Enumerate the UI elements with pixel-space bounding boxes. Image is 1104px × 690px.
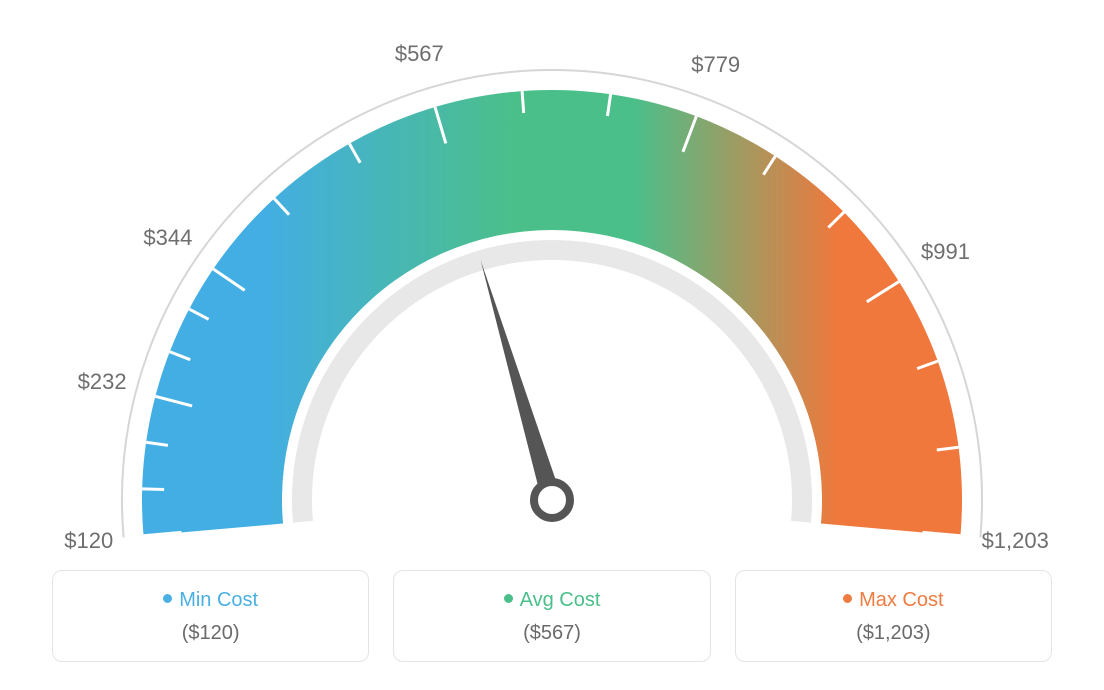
- gauge-tick-label: $779: [691, 52, 740, 78]
- legend-card-min: Min Cost ($120): [52, 570, 369, 662]
- cost-gauge-container: $120 $232 $344 $567 $779 $991 $1,203 Min Cost …: [0, 0, 1104, 690]
- gauge-area: $120 $232 $344 $567 $779 $991 $1,203: [0, 0, 1104, 560]
- gauge-tick-label: $567: [395, 41, 444, 67]
- legend-card-avg: Avg Cost ($567): [393, 570, 710, 662]
- gauge-tick-label: $1,203: [982, 528, 1049, 554]
- legend-value-avg: ($567): [404, 622, 699, 645]
- legend-value-min: ($120): [63, 622, 358, 645]
- legend-title-min: Min Cost: [63, 589, 358, 612]
- legend-value-max: ($1,203): [746, 622, 1041, 645]
- gauge-tick-label: $232: [78, 369, 127, 395]
- legend-card-max: Max Cost ($1,203): [735, 570, 1052, 662]
- legend-title-avg-text: Avg Cost: [520, 589, 601, 611]
- dot-icon: [504, 594, 513, 603]
- legend-title-avg: Avg Cost: [404, 589, 699, 612]
- legend-title-max: Max Cost: [746, 589, 1041, 612]
- dot-icon: [843, 594, 852, 603]
- gauge-tick-label: $120: [64, 528, 113, 554]
- legend-title-max-text: Max Cost: [859, 589, 943, 611]
- legend-row: Min Cost ($120) Avg Cost ($567) Max Cost…: [52, 570, 1052, 662]
- gauge-svg: [0, 0, 1104, 560]
- gauge-tick-label: $991: [921, 239, 970, 265]
- legend-title-min-text: Min Cost: [179, 589, 258, 611]
- gauge-tick-label: $344: [143, 225, 192, 251]
- dot-icon: [163, 594, 172, 603]
